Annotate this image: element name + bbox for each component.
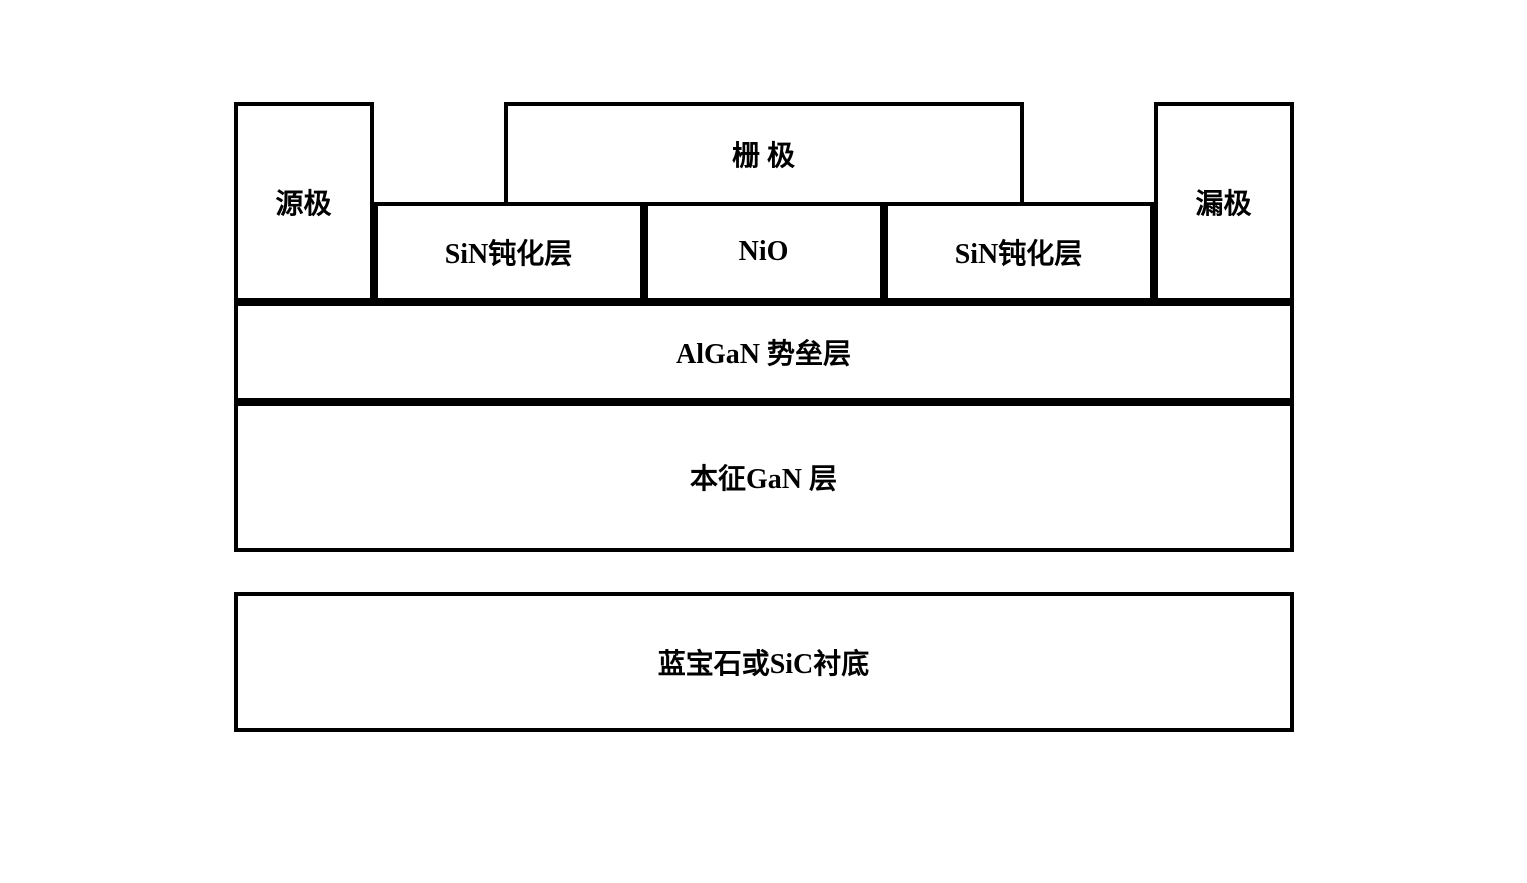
- nio-label: NiO: [739, 236, 789, 268]
- nio-layer: NiO: [644, 202, 884, 302]
- gan-layer: 本征GaN 层: [234, 402, 1294, 552]
- sin-right-label: SiN钝化层: [955, 232, 1083, 272]
- gan-label: 本征GaN 层: [690, 457, 837, 497]
- drain-label: 漏极: [1195, 182, 1251, 222]
- source-electrode: 源极: [234, 102, 374, 302]
- algan-layer: AlGaN 势垒层: [234, 302, 1294, 402]
- drain-electrode: 漏极: [1154, 102, 1294, 302]
- semiconductor-layer-diagram: 蓝宝石或SiC衬底 本征GaN 层 AlGaN 势垒层 SiN钝化层 NiO S…: [214, 92, 1314, 792]
- algan-label: AlGaN 势垒层: [676, 332, 851, 372]
- source-label: 源极: [275, 182, 331, 222]
- gate-label: 栅 极: [732, 134, 795, 174]
- sin-passivation-left: SiN钝化层: [374, 202, 644, 302]
- gate-electrode-cap: 栅 极: [504, 102, 1024, 202]
- substrate-layer: 蓝宝石或SiC衬底: [234, 592, 1294, 732]
- sin-left-label: SiN钝化层: [445, 232, 573, 272]
- sin-passivation-right: SiN钝化层: [884, 202, 1154, 302]
- substrate-label: 蓝宝石或SiC衬底: [658, 642, 870, 682]
